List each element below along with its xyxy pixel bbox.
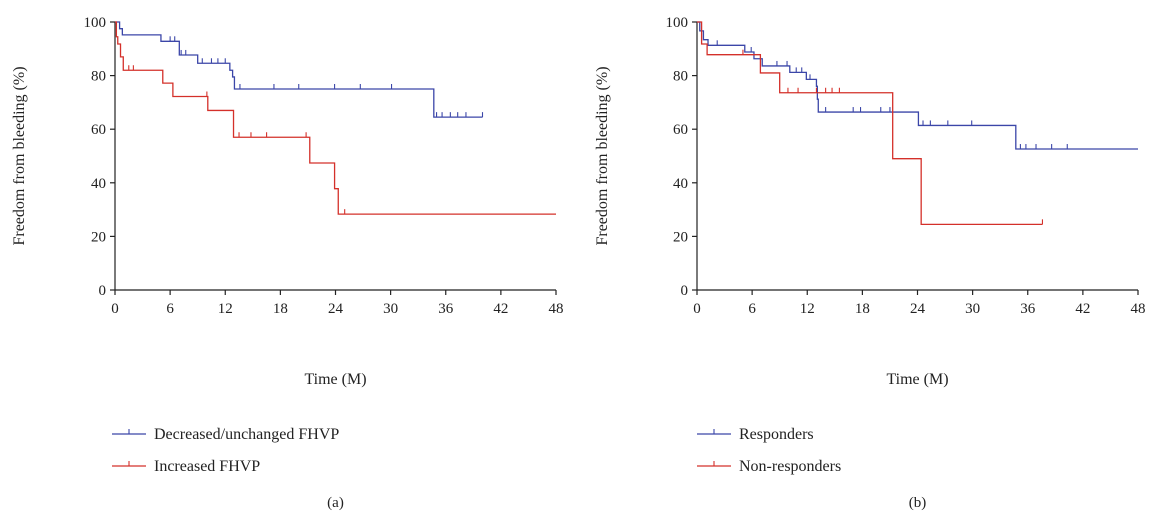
chart-panel-a: 0 20 40 60 80 100 0 6 12 18 24 30 36 42 48 Freedom from… xyxy=(11,15,564,511)
x-tick-label: 0 xyxy=(111,301,119,317)
y-tick-label: 20 xyxy=(673,229,688,245)
y-tick-label: 60 xyxy=(673,122,688,138)
panel-label: (a) xyxy=(327,495,344,511)
x-tick-label: 6 xyxy=(748,301,756,317)
x-tick-label: 24 xyxy=(910,301,926,317)
x-tick-label: 30 xyxy=(383,301,398,317)
legend-label: Decreased/unchanged FHVP xyxy=(154,426,339,443)
x-tick-label: 12 xyxy=(218,301,233,317)
y-tick-label: 0 xyxy=(99,283,107,299)
legend-label: Responders xyxy=(739,426,814,443)
legend-label: Non-responders xyxy=(739,458,841,475)
legend-label: Increased FHVP xyxy=(154,458,260,475)
series-line-increased-fhvp xyxy=(115,21,556,215)
y-tick-label: 100 xyxy=(666,15,689,31)
chart-panel-b: 0 20 40 60 80 100 0 6 12 18 24 30 36 42 48 Freedom from… xyxy=(594,15,1146,511)
y-tick-label: 60 xyxy=(91,122,106,138)
series-line-non-responders xyxy=(697,21,1043,225)
x-tick-label: 18 xyxy=(855,301,870,317)
x-tick-label: 36 xyxy=(438,301,454,317)
x-tick-label: 42 xyxy=(493,301,508,317)
y-tick-label: 0 xyxy=(681,283,689,299)
x-tick-label: 12 xyxy=(800,301,815,317)
legend-item-non-responders: Non-responders xyxy=(697,458,841,475)
x-tick-label: 0 xyxy=(693,301,701,317)
x-tick-label: 24 xyxy=(328,301,344,317)
x-tick-label: 42 xyxy=(1075,301,1090,317)
x-axis-title: Time (M) xyxy=(886,371,948,388)
x-tick-label: 48 xyxy=(1131,301,1146,317)
y-tick-label: 80 xyxy=(673,69,688,85)
y-tick-label: 100 xyxy=(84,15,107,31)
legend-item-decreased-unchanged-fhvp: Decreased/unchanged FHVP xyxy=(112,426,339,443)
y-tick-label: 40 xyxy=(673,176,688,192)
series-line-decreased-unchanged-fhvp xyxy=(115,21,483,118)
y-tick-label: 20 xyxy=(91,229,106,245)
x-tick-label: 30 xyxy=(965,301,980,317)
legend-item-responders: Responders xyxy=(697,426,814,443)
series-line-responders xyxy=(697,21,1138,150)
panel-label: (b) xyxy=(909,495,927,511)
x-tick-label: 18 xyxy=(273,301,288,317)
legend-item-increased-fhvp: Increased FHVP xyxy=(112,458,260,475)
y-axis-title: Freedom from bleeding (%) xyxy=(594,66,611,245)
x-tick-label: 36 xyxy=(1020,301,1036,317)
y-tick-label: 40 xyxy=(91,176,106,192)
y-axis-title: Freedom from bleeding (%) xyxy=(11,66,28,245)
x-tick-label: 6 xyxy=(166,301,174,317)
x-axis-title: Time (M) xyxy=(304,371,366,388)
y-tick-label: 80 xyxy=(91,69,106,85)
x-tick-label: 48 xyxy=(549,301,564,317)
